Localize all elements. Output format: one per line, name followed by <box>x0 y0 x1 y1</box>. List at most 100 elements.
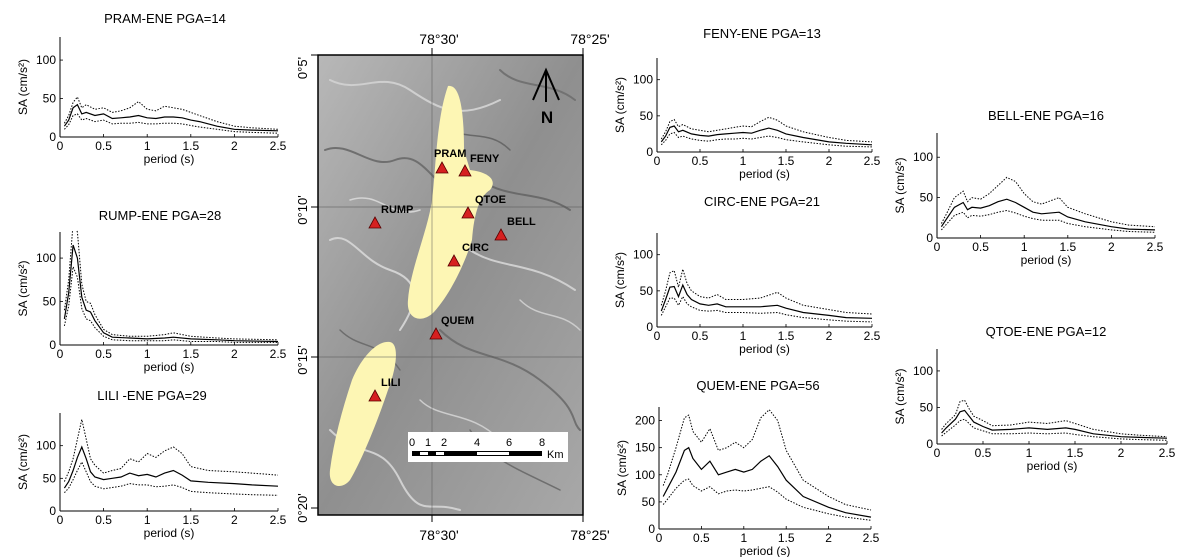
station-quem: QUEM <box>429 315 474 340</box>
scale-label-6: 6 <box>506 437 512 449</box>
map-frame <box>317 54 584 516</box>
series-line-circ-upper <box>660 267 873 315</box>
lon-label-top-1: 78°30' <box>419 31 458 47</box>
series-line-lili-lower <box>64 460 279 496</box>
x-tick-label-bell: 1 <box>1021 240 1028 254</box>
station-lili: LILI <box>368 377 401 402</box>
series-line-bell-lower <box>941 209 1156 233</box>
y-tick-label-feny: 50 <box>640 109 654 123</box>
x-tick-label-lili: 0.5 <box>95 513 112 527</box>
spectrum-panel-feny: FENY-ENE PGA=13 0 0.5 1 1.5 2 2.5 0 50 100 period … <box>613 26 881 181</box>
y-axis-label-bell: SA (cm/s²) <box>893 157 907 213</box>
series-line-pram-lower <box>64 113 279 134</box>
terrain-relief <box>324 69 581 511</box>
x-tick-label-circ: 0 <box>654 329 661 343</box>
lat-label-1: 0°5' <box>295 57 310 79</box>
series-line-bell-mean <box>940 198 1156 231</box>
location-map: 78°30' 78°25' 78°30' 78°25' 0°5' 0°10' 0… <box>295 31 610 543</box>
lat-label-3: 0°15' <box>295 345 310 374</box>
scale-label-1: 1 <box>425 437 431 449</box>
series-line-quem-lower <box>662 478 872 521</box>
series-line-circ-lower <box>660 295 873 323</box>
x-tick-label-feny: 2 <box>826 154 833 168</box>
series-line-feny-mean <box>660 125 873 146</box>
x-tick-label-circ: 0.5 <box>692 329 709 343</box>
y-tick-label-qtoe: 100 <box>913 364 933 378</box>
chart-title-circ: CIRC-ENE PGA=21 <box>704 194 820 209</box>
station-label-lili: LILI <box>381 377 401 389</box>
y-tick-label-lili: 50 <box>43 471 57 485</box>
y-axis-label-qtoe: SA (cm/s²) <box>893 368 907 424</box>
series-line-rump-upper <box>63 230 279 341</box>
series-line-pram-upper <box>63 96 279 130</box>
x-tick-label-qtoe: 0 <box>934 446 941 460</box>
y-tick-label-circ: 50 <box>640 284 654 298</box>
series-line-pram-mean <box>63 103 279 132</box>
y-axis-label-lili: SA (cm/s²) <box>16 434 30 490</box>
x-tick-label-quem: 1.5 <box>778 531 795 545</box>
y-tick-label-feny: 100 <box>633 73 653 87</box>
lon-label-bottom-2: 78°25' <box>570 527 609 543</box>
y-axis-label-rump: SA (cm/s²) <box>16 260 30 316</box>
y-tick-label-quem: 50 <box>642 495 656 509</box>
chart-title-qtoe: QTOE-ENE PGA=12 <box>986 324 1107 339</box>
x-tick-label-pram: 0.5 <box>95 139 112 153</box>
lon-label-bottom-1: 78°30' <box>419 527 458 543</box>
spectrum-panel-lili: LILI -ENE PGA=29 0 0.5 1 1.5 2 2.5 0 50 100 period… <box>16 388 287 540</box>
station-label-feny: FENY <box>470 153 500 165</box>
y-tick-label-feny: 0 <box>646 145 653 159</box>
chart-title-rump: RUMP-ENE PGA=28 <box>99 208 221 223</box>
x-tick-label-feny: 0.5 <box>692 154 709 168</box>
series-line-quem-upper <box>662 408 872 511</box>
y-axis-label-feny: SA (cm/s²) <box>613 77 627 133</box>
y-tick-label-quem: 0 <box>648 522 655 536</box>
x-tick-label-circ: 1 <box>740 329 747 343</box>
x-axis-label-quem: period (s) <box>740 544 791 557</box>
north-arrow-icon: N <box>532 67 560 127</box>
x-tick-label-rump: 0 <box>57 347 64 361</box>
y-tick-label-rump: 50 <box>43 295 57 309</box>
series-line-circ-mean <box>660 283 873 319</box>
x-tick-label-qtoe: 2 <box>1118 446 1125 460</box>
x-tick-label-rump: 1.5 <box>182 347 199 361</box>
chart-title-pram: PRAM-ENE PGA=14 <box>104 11 226 26</box>
station-label-qtoe: QTOE <box>475 194 506 206</box>
series-line-quem-mean <box>662 446 872 518</box>
series-line-bell-upper <box>940 176 1156 228</box>
station-circ: CIRC <box>447 242 489 267</box>
y-tick-label-bell: 100 <box>913 150 933 164</box>
x-tick-label-circ: 2.5 <box>864 329 881 343</box>
station-feny: FENY <box>458 153 500 177</box>
spectrum-panel-circ: CIRC-ENE PGA=21 0 0.5 1 1.5 2 2.5 0 50 100 period … <box>613 194 881 356</box>
scale-label-0: 0 <box>409 437 415 449</box>
x-tick-label-rump: 2.5 <box>270 347 287 361</box>
x-tick-label-qtoe: 1.5 <box>1067 446 1084 460</box>
y-axis-label-pram: SA (cm/s²) <box>16 59 30 115</box>
scale-unit: Km <box>547 449 564 461</box>
y-axis-label-quem: SA (cm/s²) <box>615 440 629 496</box>
x-axis-label-feny: period (s) <box>739 167 790 181</box>
x-tick-label-pram: 2.5 <box>270 139 287 153</box>
y-tick-label-rump: 100 <box>36 251 56 265</box>
y-tick-label-pram: 100 <box>36 53 56 67</box>
series-line-lili-mean <box>63 445 279 489</box>
spectrum-panel-quem: QUEM-ENE PGA=56 0 0.5 1 1.5 2 2.5 0 50 100 150 200 p… <box>615 378 880 557</box>
station-label-pram: PRAM <box>434 148 466 160</box>
x-axis-label-circ: period (s) <box>739 342 790 356</box>
x-tick-label-bell: 2.5 <box>1147 240 1164 254</box>
x-tick-label-qtoe: 0.5 <box>975 446 992 460</box>
station-pram: PRAM <box>434 148 466 174</box>
scale-bar: 0 1 2 4 6 8 Km <box>408 432 568 462</box>
y-tick-label-quem: 150 <box>635 441 655 455</box>
x-tick-label-quem: 1 <box>740 531 747 545</box>
series-line-lili-upper <box>63 419 279 482</box>
x-tick-label-bell: 2 <box>1108 240 1115 254</box>
x-tick-label-lili: 1 <box>144 513 151 527</box>
scale-label-4: 4 <box>474 437 480 449</box>
chart-title-feny: FENY-ENE PGA=13 <box>703 26 821 41</box>
y-tick-label-circ: 0 <box>646 320 653 334</box>
y-tick-label-quem: 100 <box>635 468 655 482</box>
x-tick-label-qtoe: 1 <box>1026 446 1033 460</box>
x-tick-label-rump: 2 <box>231 347 238 361</box>
zone-north <box>407 85 493 319</box>
